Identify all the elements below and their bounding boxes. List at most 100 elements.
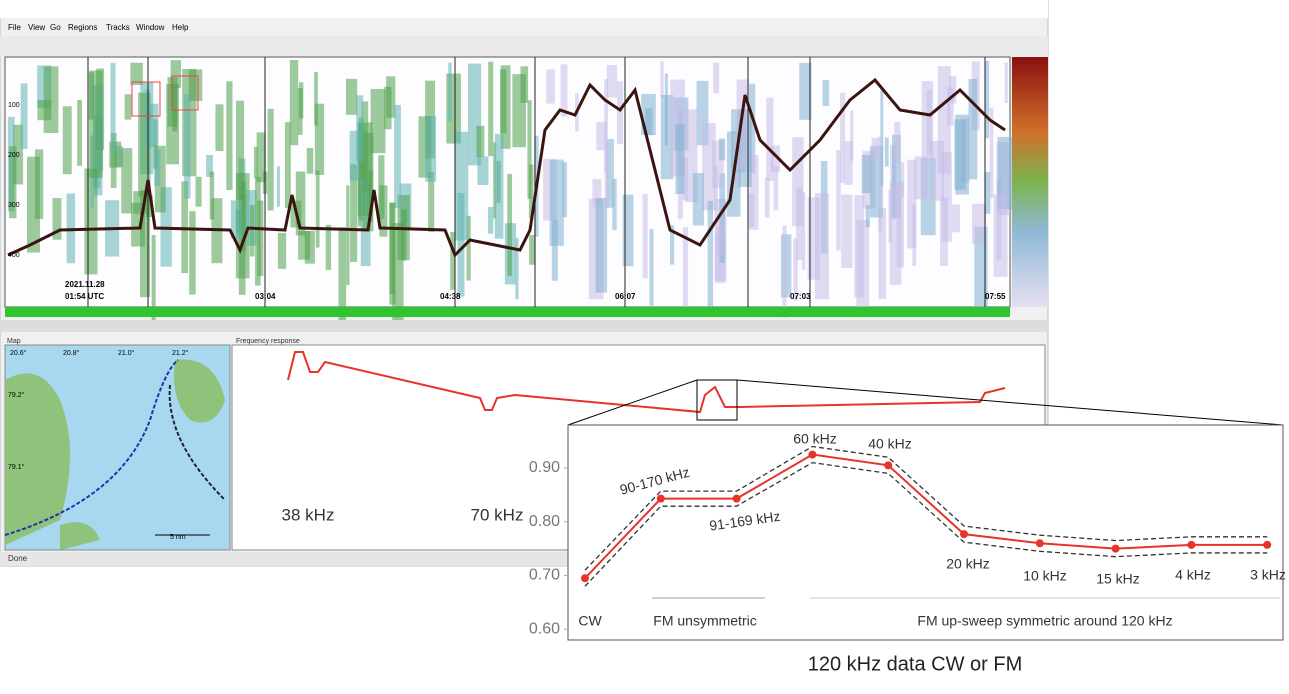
- group-label: FM unsymmetric: [653, 613, 756, 629]
- lon-label: 20.8°: [63, 349, 80, 357]
- echo-patch: [604, 149, 609, 209]
- depth-label: 400: [8, 252, 20, 259]
- echo-patch: [276, 166, 280, 207]
- echo-patch: [62, 106, 72, 175]
- echo-patch: [815, 193, 830, 300]
- echo-patch: [878, 208, 887, 300]
- echo-patch: [669, 225, 675, 265]
- time-label: 07:55: [985, 292, 1006, 301]
- scrollbar: [0, 320, 1048, 332]
- echo-patch: [889, 182, 902, 285]
- echo-patch: [43, 66, 59, 134]
- echo-patch: [985, 60, 990, 139]
- y-tick-label: 0.60: [529, 620, 560, 637]
- echo-patch: [968, 78, 978, 180]
- point-label: 4 kHz: [1175, 567, 1211, 583]
- data-point: [581, 574, 589, 583]
- echo-patch: [110, 62, 116, 153]
- echo-patch: [989, 107, 994, 199]
- echo-patch: [642, 193, 648, 279]
- region-box: [131, 81, 161, 117]
- echo-patch: [612, 178, 617, 231]
- echo-patch: [297, 88, 303, 135]
- time-label: 07:03: [790, 292, 811, 301]
- echo-patch: [1004, 62, 1008, 103]
- y-tick-label: 0.90: [529, 459, 560, 476]
- point-label: 60 kHz: [793, 431, 837, 447]
- zoom-box: [696, 379, 738, 421]
- echo-patch: [664, 73, 668, 146]
- echo-patch: [560, 64, 568, 117]
- echo-patch: [719, 173, 726, 263]
- echo-patch: [622, 194, 634, 267]
- point-label: CW: [578, 613, 602, 629]
- echo-patch: [836, 150, 841, 251]
- echo-patch: [713, 62, 720, 94]
- point-label: 40 kHz: [868, 436, 912, 452]
- echo-patch: [606, 139, 614, 208]
- echo-patch: [450, 232, 456, 290]
- echo-patch: [378, 155, 385, 220]
- echo-patch: [660, 61, 664, 98]
- echo-patch: [181, 181, 188, 274]
- echo-patch: [188, 69, 203, 101]
- menu-item: Regions: [68, 23, 97, 32]
- echo-patch: [428, 172, 435, 233]
- echo-patch: [466, 215, 471, 281]
- echo-patch: [592, 178, 602, 208]
- inset-chart: [567, 424, 1284, 641]
- echo-patch: [457, 192, 465, 297]
- color-bar: [1012, 57, 1048, 307]
- echo-patch: [507, 173, 513, 276]
- echo-patch: [362, 132, 374, 232]
- status-strip: [5, 307, 1010, 317]
- toolbar: [0, 36, 1048, 56]
- echo-patch: [295, 171, 306, 236]
- echo-patch: [974, 226, 988, 315]
- echo-patch: [551, 219, 558, 281]
- track: [4, 359, 179, 536]
- echo-patch: [649, 229, 654, 306]
- echo-patch: [782, 225, 787, 318]
- data-point: [1035, 539, 1044, 548]
- echo-patch: [345, 78, 358, 115]
- y-tick-label: 0.70: [529, 567, 560, 584]
- echo-patch: [954, 119, 966, 190]
- echo-patch: [606, 65, 618, 98]
- title-bar: [0, 0, 1048, 18]
- echo-patch: [865, 205, 870, 228]
- echo-patch: [880, 90, 884, 186]
- echo-patch: [493, 142, 497, 219]
- echo-patch: [184, 94, 191, 199]
- depth-label: 200: [8, 152, 20, 159]
- menu-item: Go: [50, 23, 61, 32]
- echo-patch: [209, 171, 215, 220]
- echo-patch: [799, 62, 812, 120]
- echo-patch: [801, 192, 806, 270]
- echo-patch: [884, 137, 889, 167]
- echo-patch: [951, 204, 960, 233]
- echo-patch: [692, 173, 704, 226]
- menu-item: Help: [172, 23, 189, 32]
- echo-patch: [145, 195, 153, 217]
- echo-patch: [856, 220, 870, 310]
- scale-label: 5 nm: [170, 534, 186, 541]
- echo-patch: [604, 79, 608, 173]
- echo-patch: [230, 200, 243, 239]
- status-text: Done: [8, 554, 28, 563]
- time-label: 03:04: [255, 292, 276, 301]
- echo-patch: [616, 81, 624, 145]
- echo-patch: [749, 154, 759, 230]
- echo-patch: [719, 138, 726, 161]
- echo-patch: [401, 209, 407, 261]
- echo-patch: [527, 100, 532, 199]
- point-label: 20 kHz: [946, 556, 990, 572]
- echo-patch: [595, 197, 608, 293]
- echo-patch: [941, 152, 952, 242]
- depth-label: 300: [8, 202, 20, 209]
- echo-patch: [675, 123, 685, 195]
- echo-patch: [748, 193, 755, 227]
- echo-patch: [314, 103, 325, 175]
- echo-patch: [394, 104, 401, 208]
- echo-patch: [256, 132, 266, 183]
